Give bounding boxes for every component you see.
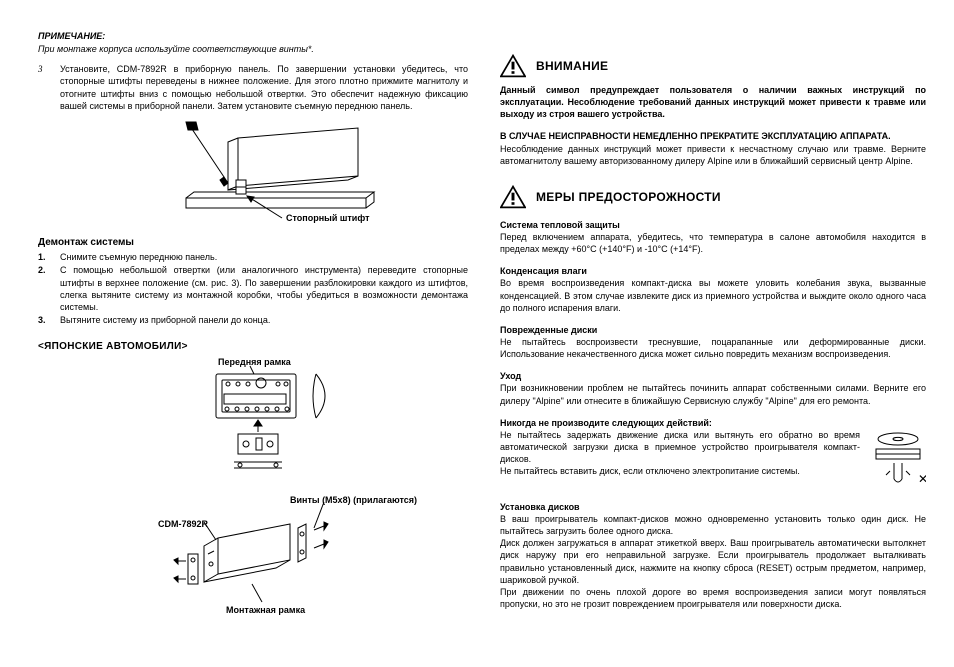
- disc-insert-icon: ✕: [870, 429, 926, 491]
- condensation-heading: Конденсация влаги: [500, 265, 926, 277]
- figure-japanese-mount: Передняя рамка Винты (M5x8) (прилагаются…: [38, 356, 468, 616]
- step-number: 3: [38, 63, 52, 112]
- damaged-discs-heading: Поврежденные диски: [500, 324, 926, 336]
- caption-model: CDM-7892R: [158, 518, 208, 530]
- condensation-body: Во время воспроизведения компакт-диска в…: [500, 277, 926, 313]
- dismount-heading: Демонтаж системы: [38, 236, 468, 250]
- caption-front-frame: Передняя рамка: [218, 356, 291, 368]
- mount-illustration: [38, 356, 468, 616]
- install-step-3: 3 Установите, CDM-7892R в приборную пане…: [38, 63, 468, 112]
- list-item: 1. Снимите съемную переднюю панель.: [38, 251, 468, 263]
- never-do-a: Не пытайтесь задержать движение диска ил…: [500, 429, 860, 465]
- never-do-block: Не пытайтесь задержать движение диска ил…: [500, 429, 926, 491]
- figure-lock-pin: Стопорный штифт: [38, 120, 468, 230]
- damaged-discs-body: Не пытайтесь воспроизвести треснувшие, п…: [500, 336, 926, 360]
- warning-triangle-icon: [500, 54, 526, 78]
- malfunction-heading: В СЛУЧАЕ НЕИСПРАВНОСТИ НЕМЕДЛЕННО ПРЕКРА…: [500, 130, 926, 142]
- disc-install-a: В ваш проигрыватель компакт-дисков можно…: [500, 513, 926, 537]
- attention-header: ВНИМАНИЕ: [500, 54, 926, 78]
- page-spread: ПРИМЕЧАНИЕ: При монтаже корпуса использу…: [38, 30, 926, 616]
- never-do-text: Не пытайтесь задержать движение диска ил…: [500, 429, 860, 478]
- figure-caption-lock-pin: Стопорный штифт: [286, 212, 369, 224]
- maintenance-body: При возникновении проблем не пытайтесь п…: [500, 382, 926, 406]
- step-text: Установите, CDM-7892R в приборную панель…: [60, 63, 468, 112]
- lock-pin-illustration: [38, 120, 468, 230]
- thermal-body: Перед включением аппарата, убедитесь, чт…: [500, 231, 926, 255]
- caption-screws: Винты (M5x8) (прилагаются): [290, 494, 417, 506]
- step-text: С помощью небольшой отвертки (или аналог…: [60, 264, 468, 313]
- right-column: ВНИМАНИЕ Данный символ предупреждает пол…: [500, 30, 926, 616]
- maintenance-heading: Уход: [500, 370, 926, 382]
- disc-install-c: При движении по очень плохой дороге во в…: [500, 586, 926, 610]
- attention-paragraph: Данный символ предупреждает пользователя…: [500, 84, 926, 120]
- precautions-header: МЕРЫ ПРЕДОСТОРОЖНОСТИ: [500, 185, 926, 209]
- disc-install-heading: Установка дисков: [500, 501, 926, 513]
- disc-install-b: Диск должен загружаться в аппарат этикет…: [500, 537, 926, 586]
- note-body: При монтаже корпуса используйте соответс…: [38, 43, 468, 55]
- note-heading: ПРИМЕЧАНИЕ:: [38, 30, 468, 42]
- warning-triangle-icon: [500, 185, 526, 209]
- caption-mount-frame: Монтажная рамка: [226, 604, 305, 616]
- never-do-heading: Никогда не производите следующих действи…: [500, 417, 926, 429]
- left-column: ПРИМЕЧАНИЕ: При монтаже корпуса использу…: [38, 30, 468, 616]
- thermal-heading: Система тепловой защиты: [500, 219, 926, 231]
- step-text: Вытяните систему из приборной панели до …: [60, 314, 270, 326]
- svg-text:✕: ✕: [918, 472, 926, 486]
- step-num: 2.: [38, 264, 52, 313]
- malfunction-body: Несоблюдение данных инструкций может при…: [500, 143, 926, 167]
- japanese-cars-heading: <ЯПОНСКИЕ АВТОМОБИЛИ>: [38, 340, 468, 354]
- never-do-b: Не пытайтесь вставить диск, если отключе…: [500, 465, 860, 477]
- malfunction-block: В СЛУЧАЕ НЕИСПРАВНОСТИ НЕМЕДЛЕННО ПРЕКРА…: [500, 130, 926, 166]
- list-item: 2.С помощью небольшой отвертки (или анал…: [38, 264, 468, 313]
- attention-title: ВНИМАНИЕ: [536, 58, 608, 74]
- step-num: 3.: [38, 314, 52, 326]
- step-text: Снимите съемную переднюю панель.: [60, 251, 217, 263]
- dismount-steps: 1. Снимите съемную переднюю панель. 2.С п…: [38, 251, 468, 326]
- precautions-title: МЕРЫ ПРЕДОСТОРОЖНОСТИ: [536, 189, 721, 205]
- step-num: 1.: [38, 251, 52, 263]
- list-item: 3. Вытяните систему из приборной панели д…: [38, 314, 468, 326]
